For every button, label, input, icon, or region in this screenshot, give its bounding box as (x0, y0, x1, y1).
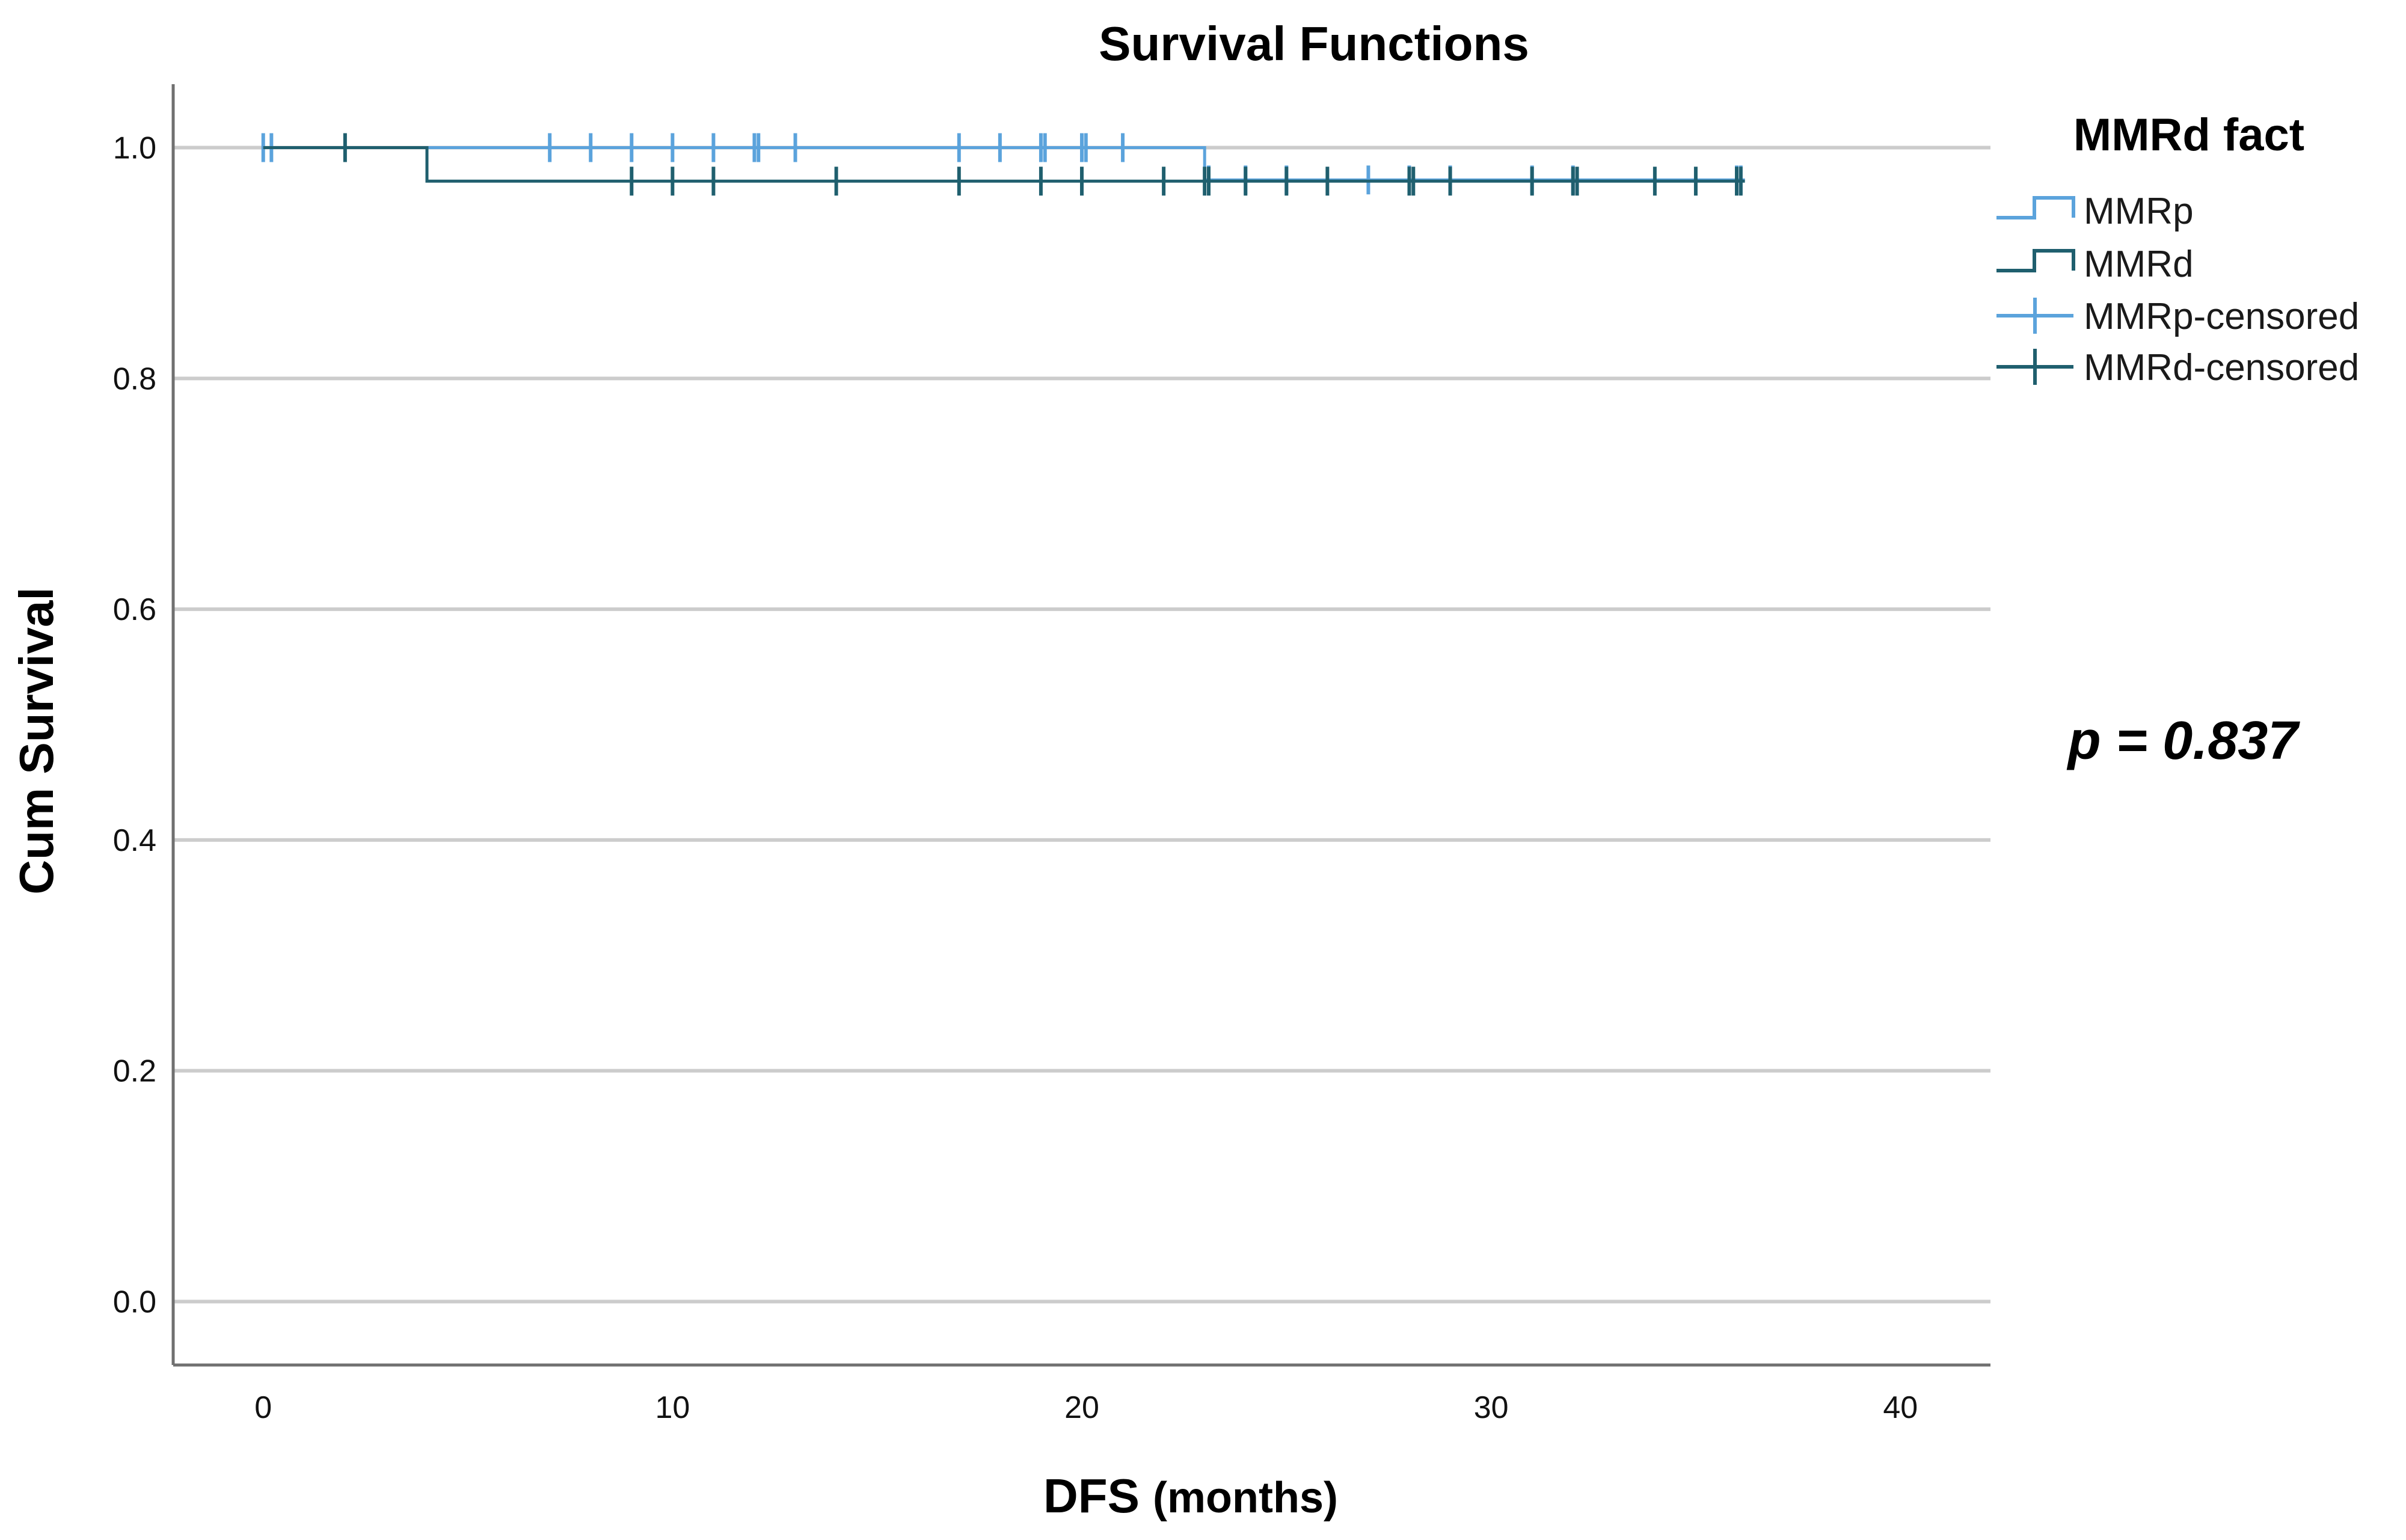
legend-swatch-mmrd-step (1996, 249, 2075, 272)
x-tick-label: 30 (1474, 1390, 1509, 1425)
chart-title: Survival Functions (1099, 17, 1529, 70)
legend: MMRd fact MMRp MMRd MMRp-censored MMRd-c… (1996, 109, 2359, 388)
legend-label-mmrp: MMRp (2084, 191, 2194, 232)
legend-item-mmrd-censored: MMRd-censored (1996, 347, 2359, 388)
legend-label-mmrd-censored: MMRd-censored (2084, 347, 2359, 388)
y-tick-label: 0.6 (113, 592, 156, 627)
y-tick-label: 1.0 (113, 131, 156, 166)
x-tick-label: 20 (1064, 1390, 1099, 1425)
legend-item-mmrp: MMRp (1996, 191, 2194, 232)
series-mmrp (261, 133, 1745, 195)
survival-curve-mmrd (263, 146, 1745, 183)
y-axis-label: Cum Survival (10, 587, 63, 894)
legend-label-mmrd: MMRd (2084, 244, 2194, 285)
y-tick-label: 0.8 (113, 361, 156, 396)
x-tick-label: 40 (1883, 1390, 1918, 1425)
x-axis-label: DFS (months) (1043, 1469, 1338, 1523)
legend-label-mmrp-censored: MMRp-censored (2084, 296, 2359, 337)
series-mmrd (263, 133, 1745, 196)
gridlines (173, 146, 1990, 1304)
x-axis-label-main: DFS (1043, 1469, 1140, 1523)
y-tick-label: 0.2 (113, 1054, 156, 1089)
y-tick-label: 0.0 (113, 1284, 156, 1319)
x-tick-label: 10 (655, 1390, 690, 1425)
tick-labels: 0.0 0.2 0.4 0.6 0.8 1.0 0 10 20 30 40 (113, 131, 1918, 1425)
axes (171, 84, 1990, 1367)
x-axis-label-unit: (months) (1153, 1474, 1338, 1522)
series-layer (261, 133, 1745, 196)
p-value-annotation: p = 0.837 (2067, 711, 2301, 771)
legend-item-mmrd: MMRd (1996, 244, 2194, 285)
y-tick-label: 0.4 (113, 823, 156, 858)
legend-swatch-mmrp-step (1996, 196, 2075, 219)
survival-curve-mmrp (263, 146, 1745, 182)
x-tick-label: 0 (254, 1390, 272, 1425)
legend-item-mmrp-censored: MMRp-censored (1996, 296, 2359, 337)
legend-title: MMRd fact (2073, 109, 2304, 161)
